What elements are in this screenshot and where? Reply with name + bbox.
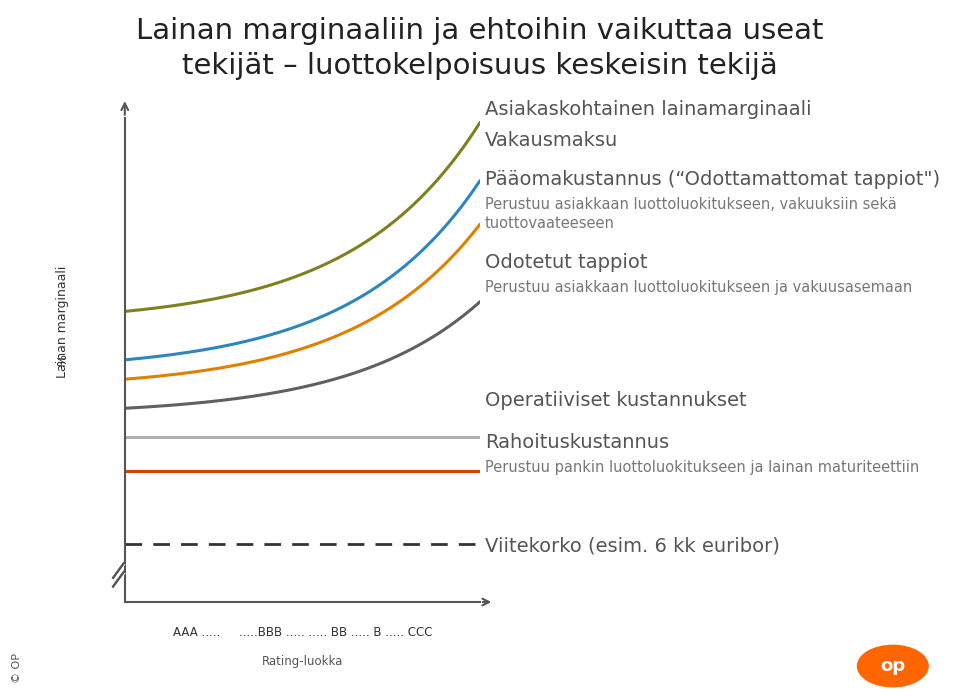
Text: Rating-luokka: Rating-luokka xyxy=(262,655,343,668)
Text: Perustuu asiakkaan luottoluokitukseen, vakuuksiin sekä: Perustuu asiakkaan luottoluokitukseen, v… xyxy=(485,197,897,212)
Text: tekijät – luottokelpoisuus keskeisin tekijä: tekijät – luottokelpoisuus keskeisin tek… xyxy=(182,52,778,80)
Text: Lainan marginaaliin ja ehtoihin vaikuttaa useat: Lainan marginaaliin ja ehtoihin vaikutta… xyxy=(136,17,824,45)
Text: Perustuu pankin luottoluokitukseen ja lainan maturiteettiin: Perustuu pankin luottoluokitukseen ja la… xyxy=(485,460,919,475)
Text: Operatiiviset kustannukset: Operatiiviset kustannukset xyxy=(485,391,747,410)
Text: Viitekorko (esim. 6 kk euribor): Viitekorko (esim. 6 kk euribor) xyxy=(485,536,780,555)
Circle shape xyxy=(857,646,928,686)
Text: Lainan marginaali: Lainan marginaali xyxy=(56,266,69,378)
Text: Odotetut tappiot: Odotetut tappiot xyxy=(485,253,647,271)
Text: tuottovaateeseen: tuottovaateeseen xyxy=(485,216,614,231)
Text: AAA .....     .....BBB ..... ..... BB ..... B ..... CCC: AAA ..... .....BBB ..... ..... BB ..... … xyxy=(173,626,432,639)
Text: © OP: © OP xyxy=(12,653,21,683)
Text: Pääomakustannus (“Odottamattomat tappiot"): Pääomakustannus (“Odottamattomat tappiot… xyxy=(485,170,940,188)
Text: Rahoituskustannus: Rahoituskustannus xyxy=(485,432,669,451)
Text: op: op xyxy=(880,657,905,675)
Text: Asiakaskohtainen lainamarginaali: Asiakaskohtainen lainamarginaali xyxy=(485,100,811,119)
Text: Perustuu asiakkaan luottoluokitukseen ja vakuusasemaan: Perustuu asiakkaan luottoluokitukseen ja… xyxy=(485,280,912,295)
Text: %: % xyxy=(56,354,69,366)
Text: Vakausmaksu: Vakausmaksu xyxy=(485,131,618,150)
